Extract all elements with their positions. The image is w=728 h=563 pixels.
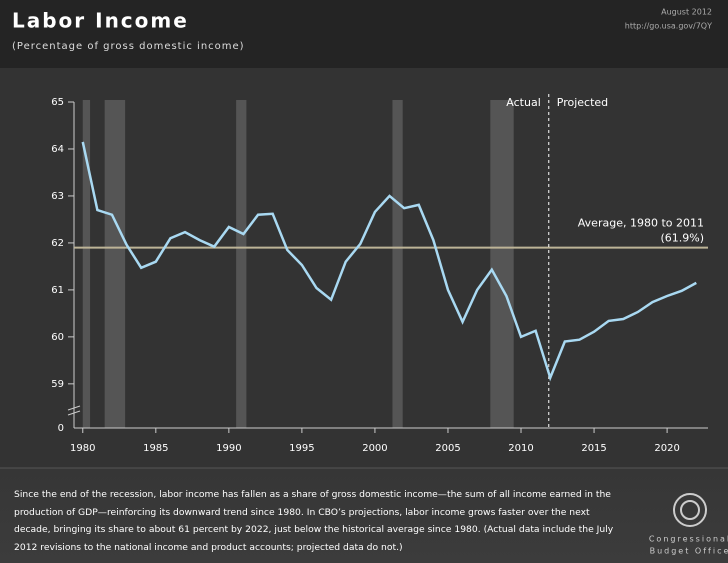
header-band xyxy=(0,0,728,68)
logo-text: Congressional xyxy=(649,535,728,544)
logo-text: Budget Office xyxy=(650,547,728,556)
axis-break xyxy=(67,405,81,411)
divider-label: Actual xyxy=(506,96,540,109)
recession-bar xyxy=(392,100,403,428)
y-tick-label: 60 xyxy=(51,332,64,343)
subtitle: (Percentage of gross domestic income) xyxy=(12,41,245,52)
x-tick-label: 2010 xyxy=(508,443,533,454)
y-tick-label: 63 xyxy=(51,191,64,202)
y-tick-label: 62 xyxy=(51,238,64,249)
footnote: Since the end of the recession, labor in… xyxy=(14,489,614,553)
recession-bar xyxy=(490,100,514,428)
divider-label: Projected xyxy=(557,96,608,109)
recession-bar xyxy=(104,100,126,428)
recession-bar xyxy=(236,100,247,428)
logo-ring xyxy=(680,500,700,520)
x-tick-label: 1985 xyxy=(143,443,168,454)
average-label: Average, 1980 to 2011 xyxy=(578,217,704,230)
y-tick-label: 61 xyxy=(51,285,64,296)
title: Labor Income xyxy=(12,9,189,33)
y-tick-label: 0 xyxy=(58,423,64,434)
x-tick-label: 1995 xyxy=(289,443,314,454)
y-tick-label: 65 xyxy=(51,97,64,108)
logo: Congressional Budget Office xyxy=(649,493,728,556)
x-tick-label: 2020 xyxy=(654,443,679,454)
x-tick-label: 1990 xyxy=(216,443,241,454)
y-tick-label: 64 xyxy=(51,144,64,155)
x-tick-label: 2000 xyxy=(362,443,387,454)
recession-bar xyxy=(82,100,91,428)
x-tick-label: 1980 xyxy=(70,443,95,454)
x-tick-label: 2005 xyxy=(435,443,460,454)
logo-ring xyxy=(673,493,707,527)
data-line xyxy=(81,141,697,382)
axis-break xyxy=(67,410,81,416)
y-tick-label: 59 xyxy=(51,379,64,390)
average-value-label: (61.9%) xyxy=(660,232,704,245)
date: August 2012 xyxy=(661,8,712,17)
x-tick-label: 2015 xyxy=(581,443,606,454)
url: http://go.usa.gov/7QY xyxy=(625,22,712,31)
